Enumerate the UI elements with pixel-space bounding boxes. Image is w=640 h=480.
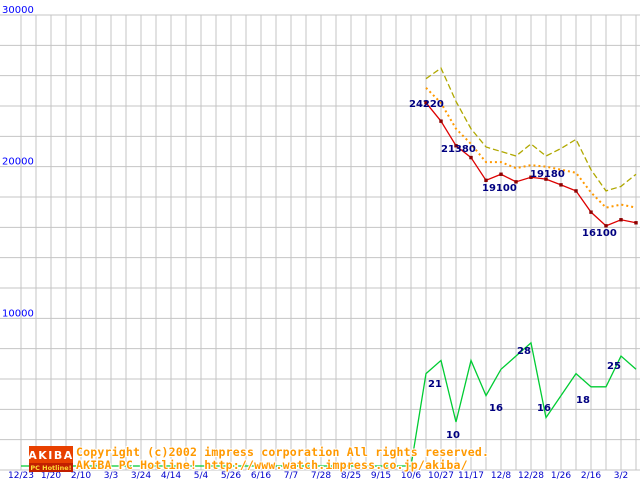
data-label: 18	[576, 395, 590, 406]
h-gridlines	[0, 14, 640, 471]
data-label: 28	[517, 346, 531, 357]
data-label: 16100	[582, 228, 617, 239]
marker-min-price	[454, 144, 458, 148]
x-axis-label: 5/4	[194, 471, 209, 480]
data-label: 19180	[530, 169, 565, 180]
x-axis-label: 5/26	[221, 471, 241, 480]
x-axis-label: 2/16	[581, 471, 601, 480]
x-axis-label: 3/24	[131, 471, 151, 480]
series-max-price	[425, 67, 637, 192]
marker-min-price	[634, 221, 638, 225]
x-axis-label: 10/27	[428, 471, 454, 480]
marker-min-price	[589, 210, 593, 214]
x-axis-label: 4/14	[161, 471, 181, 480]
marker-min-price	[604, 224, 608, 228]
x-axis-label: 9/15	[371, 471, 391, 480]
data-label: 25	[607, 361, 621, 372]
marker-min-price	[469, 155, 473, 160]
x-axis-label: 12/23	[8, 471, 34, 480]
x-axis-label: 12/8	[491, 471, 511, 480]
x-axis-label: 3/2	[614, 471, 628, 480]
y-axis-label: 20000	[2, 157, 34, 168]
data-label: 21380	[441, 144, 476, 155]
marker-min-price	[559, 183, 563, 187]
y-axis-label: 30000	[2, 5, 34, 16]
akiba-logo-title: AKIBA	[28, 449, 74, 462]
marker-min-price	[424, 100, 428, 105]
series	[21, 67, 638, 467]
x-axis-label: 6/16	[251, 471, 271, 480]
annotations: 24220 21380 19100 19180 16100 21 10 16 28 16 18 25	[409, 99, 621, 441]
v-gridlines	[20, 15, 637, 470]
x-axis-label: 11/17	[458, 471, 484, 480]
data-label: 21	[428, 379, 442, 390]
x-axis-label: 2/10	[71, 471, 91, 480]
x-axis-label: 12/28	[518, 471, 544, 480]
x-axis-labels: 12/23 1/20 2/10 3/3 3/24 4/14 5/4 5/26 6/16 7/7 7/…	[8, 471, 628, 480]
akiba-logo-box	[29, 446, 73, 463]
akiba-logo-subtitle: PC Hotline!	[30, 464, 71, 472]
marker-min-price	[484, 178, 488, 183]
data-label: 10	[446, 430, 460, 441]
x-axis-label: 1/26	[551, 471, 571, 480]
data-label: 19100	[482, 183, 517, 194]
watermark: AKIBA PC Hotline! Copyright (c)2002 impr…	[28, 444, 490, 473]
data-label: 16	[537, 403, 551, 414]
data-label: 24220	[409, 99, 444, 110]
akiba-logo-band	[29, 463, 73, 472]
marker-min-price	[514, 180, 518, 184]
x-axis-label: 7/7	[284, 471, 298, 480]
y-axis-labels: 30000 20000 10000	[2, 5, 34, 319]
marker-min-price	[574, 189, 578, 193]
x-axis-label: 8/25	[341, 471, 361, 480]
copyright-line1: Copyright (c)2002 impress corporation Al…	[76, 445, 489, 459]
marker-min-price	[529, 175, 533, 179]
x-axis-label: 7/28	[311, 471, 331, 480]
marker-min-price	[619, 218, 623, 222]
marker-min-price	[544, 177, 548, 181]
y-axis-label: 10000	[2, 308, 34, 319]
x-axis-label: 10/6	[401, 471, 421, 480]
x-axis-label: 3/3	[104, 471, 118, 480]
x-axis-label: 1/20	[41, 471, 61, 480]
copyright-line2: AKIBA PC Hotline! http://www.watch.impre…	[76, 458, 468, 472]
marker-min-price	[439, 119, 443, 123]
series-shop-count	[21, 341, 637, 467]
marker-min-price	[499, 172, 503, 176]
data-label: 16	[489, 403, 503, 414]
